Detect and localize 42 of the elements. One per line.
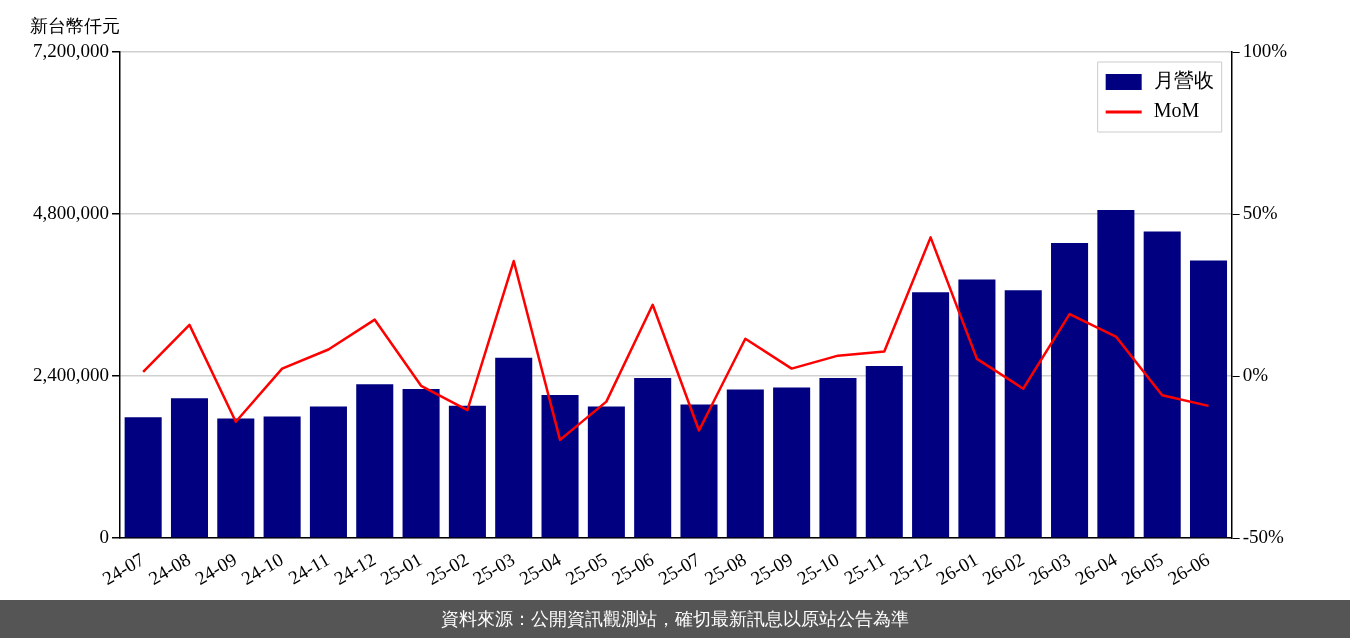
bar (912, 292, 950, 538)
x-tick-label: 24-11 (284, 548, 333, 589)
bar (495, 357, 533, 538)
y2-tick-label: 50% (1242, 202, 1278, 224)
bar (726, 389, 764, 538)
y-tick-label: 7,200,000 (33, 39, 109, 61)
bar (356, 384, 394, 538)
source-note: 資料來源：公開資訊觀測站，確切最新訊息以原站公告為準 (0, 600, 1350, 638)
x-tick-label: 25-02 (423, 548, 472, 589)
y2-tick-label: 100% (1242, 39, 1288, 61)
x-tick-label: 24-08 (145, 548, 194, 589)
bar (309, 406, 347, 538)
bar (170, 398, 209, 538)
y2-tick-label: 0% (1242, 364, 1269, 386)
y2-tick-label: -50% (1242, 526, 1284, 548)
bar (1097, 209, 1135, 538)
x-tick-label: 25-11 (840, 548, 889, 589)
bar (634, 378, 672, 538)
bar (217, 418, 255, 538)
y-axis-title: 新台幣仟元 (30, 15, 120, 36)
bar (402, 388, 440, 538)
bar (587, 406, 625, 538)
legend-label: 月營收 (1153, 69, 1214, 92)
bar (1143, 231, 1181, 538)
bar (124, 417, 162, 538)
y-tick-label: 0 (99, 526, 109, 548)
bar (541, 394, 579, 538)
bar (773, 387, 811, 538)
x-tick-label: 24-07 (98, 548, 148, 589)
bar (263, 416, 301, 538)
y-tick-label: 2,400,000 (33, 364, 109, 386)
x-tick-label: 26-06 (1164, 548, 1214, 589)
bar (1189, 260, 1228, 538)
bar (958, 279, 996, 538)
bar (865, 365, 903, 538)
bar (1051, 243, 1089, 538)
y-tick-label: 4,800,000 (33, 202, 109, 224)
legend-label: MoM (1153, 99, 1200, 122)
bar (680, 404, 718, 538)
bar (1004, 290, 1042, 538)
bar (819, 378, 857, 538)
bar (448, 405, 486, 538)
